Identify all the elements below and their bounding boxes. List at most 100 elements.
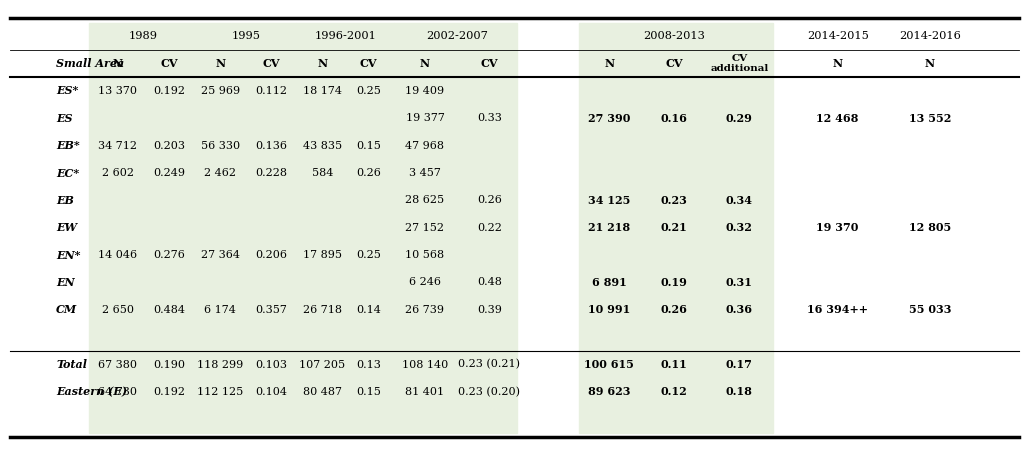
Text: 27 364: 27 364 <box>201 250 240 260</box>
Text: CV
additional: CV additional <box>711 54 768 74</box>
Text: 0.36: 0.36 <box>726 304 753 315</box>
Text: 28 625: 28 625 <box>406 195 444 205</box>
Text: 0.112: 0.112 <box>255 86 288 96</box>
Text: N: N <box>604 58 614 69</box>
Text: EC*: EC* <box>56 167 80 179</box>
Text: 0.249: 0.249 <box>153 168 185 178</box>
Text: 0.190: 0.190 <box>153 359 185 369</box>
Text: CM: CM <box>56 304 78 315</box>
Text: 2 602: 2 602 <box>101 168 134 178</box>
Text: 0.15: 0.15 <box>356 141 381 151</box>
Text: 2014-2015: 2014-2015 <box>807 31 868 41</box>
Bar <box>394 23 517 433</box>
Text: ES: ES <box>56 113 73 124</box>
Bar <box>89 23 194 433</box>
Text: 10 991: 10 991 <box>588 304 631 315</box>
Text: 0.13: 0.13 <box>356 359 381 369</box>
Text: 0.23 (0.21): 0.23 (0.21) <box>459 359 520 370</box>
Text: 0.26: 0.26 <box>356 168 381 178</box>
Text: 0.192: 0.192 <box>153 387 185 397</box>
Text: EB*: EB* <box>56 140 80 151</box>
Text: CV: CV <box>359 58 378 69</box>
Text: 2014-2016: 2014-2016 <box>899 31 961 41</box>
Text: 0.104: 0.104 <box>255 387 288 397</box>
Text: Total: Total <box>56 359 87 370</box>
Text: 0.21: 0.21 <box>660 222 687 233</box>
Text: N: N <box>113 58 123 69</box>
Text: EB: EB <box>56 195 74 206</box>
Text: 27 390: 27 390 <box>588 113 631 124</box>
Text: 118 299: 118 299 <box>197 359 244 369</box>
Text: 0.23 (0.20): 0.23 (0.20) <box>459 387 520 397</box>
Text: 64 730: 64 730 <box>98 387 137 397</box>
Text: 17 895: 17 895 <box>303 250 342 260</box>
Bar <box>579 23 773 433</box>
Text: 56 330: 56 330 <box>201 141 240 151</box>
Text: 14 046: 14 046 <box>98 250 137 260</box>
Text: 27 152: 27 152 <box>406 223 444 233</box>
Text: 0.32: 0.32 <box>726 222 753 233</box>
Text: 0.103: 0.103 <box>255 359 288 369</box>
Text: 0.18: 0.18 <box>726 387 753 397</box>
Text: 1996-2001: 1996-2001 <box>314 31 377 41</box>
Text: 6 891: 6 891 <box>592 277 627 288</box>
Text: 0.11: 0.11 <box>660 359 687 370</box>
Text: 2 650: 2 650 <box>101 305 134 315</box>
Text: 0.26: 0.26 <box>660 304 687 315</box>
Text: 0.357: 0.357 <box>255 305 288 315</box>
Text: 89 623: 89 623 <box>588 387 631 397</box>
Text: 34 712: 34 712 <box>98 141 137 151</box>
Text: 47 968: 47 968 <box>406 141 444 151</box>
Text: 16 394++: 16 394++ <box>807 304 868 315</box>
Text: 25 969: 25 969 <box>201 86 240 96</box>
Text: 0.15: 0.15 <box>356 387 381 397</box>
Text: EW: EW <box>56 222 78 233</box>
Text: 1995: 1995 <box>231 31 260 41</box>
Text: 0.33: 0.33 <box>477 113 502 123</box>
Text: 0.19: 0.19 <box>660 277 687 288</box>
Text: CV: CV <box>665 58 683 69</box>
Text: 67 380: 67 380 <box>98 359 137 369</box>
Text: 19 370: 19 370 <box>816 222 859 233</box>
Text: 3 457: 3 457 <box>409 168 441 178</box>
Bar <box>194 23 296 433</box>
Text: 0.228: 0.228 <box>255 168 288 178</box>
Text: Small Area: Small Area <box>56 58 125 69</box>
Text: 0.12: 0.12 <box>660 387 687 397</box>
Text: 112 125: 112 125 <box>197 387 244 397</box>
Text: 100 615: 100 615 <box>585 359 634 370</box>
Text: CV: CV <box>160 58 178 69</box>
Text: 2 462: 2 462 <box>204 168 237 178</box>
Text: N: N <box>833 58 843 69</box>
Text: 1989: 1989 <box>129 31 158 41</box>
Text: 55 033: 55 033 <box>908 304 951 315</box>
Text: 80 487: 80 487 <box>303 387 342 397</box>
Text: 19 409: 19 409 <box>406 86 444 96</box>
Text: 6 174: 6 174 <box>204 305 237 315</box>
Text: 0.17: 0.17 <box>726 359 753 370</box>
Text: 2002-2007: 2002-2007 <box>426 31 488 41</box>
Text: 0.39: 0.39 <box>477 305 502 315</box>
Text: N: N <box>317 58 328 69</box>
Text: 0.192: 0.192 <box>153 86 185 96</box>
Text: 0.34: 0.34 <box>726 195 753 206</box>
Text: ES*: ES* <box>56 85 79 97</box>
Text: 2008-2013: 2008-2013 <box>643 31 706 41</box>
Text: EN*: EN* <box>56 249 81 261</box>
Text: 0.276: 0.276 <box>153 250 185 260</box>
Text: 26 718: 26 718 <box>303 305 342 315</box>
Text: 0.25: 0.25 <box>356 250 381 260</box>
Text: 584: 584 <box>312 168 333 178</box>
Text: 0.206: 0.206 <box>255 250 288 260</box>
Text: 0.484: 0.484 <box>153 305 185 315</box>
Text: 0.29: 0.29 <box>726 113 753 124</box>
Text: N: N <box>420 58 430 69</box>
Text: 0.136: 0.136 <box>255 141 288 151</box>
Text: CV: CV <box>262 58 281 69</box>
Text: N: N <box>215 58 225 69</box>
Text: 6 246: 6 246 <box>409 277 441 287</box>
Text: CV: CV <box>480 58 499 69</box>
Text: 34 125: 34 125 <box>588 195 631 206</box>
Text: 12 468: 12 468 <box>816 113 859 124</box>
Text: Eastern (E): Eastern (E) <box>56 387 127 397</box>
